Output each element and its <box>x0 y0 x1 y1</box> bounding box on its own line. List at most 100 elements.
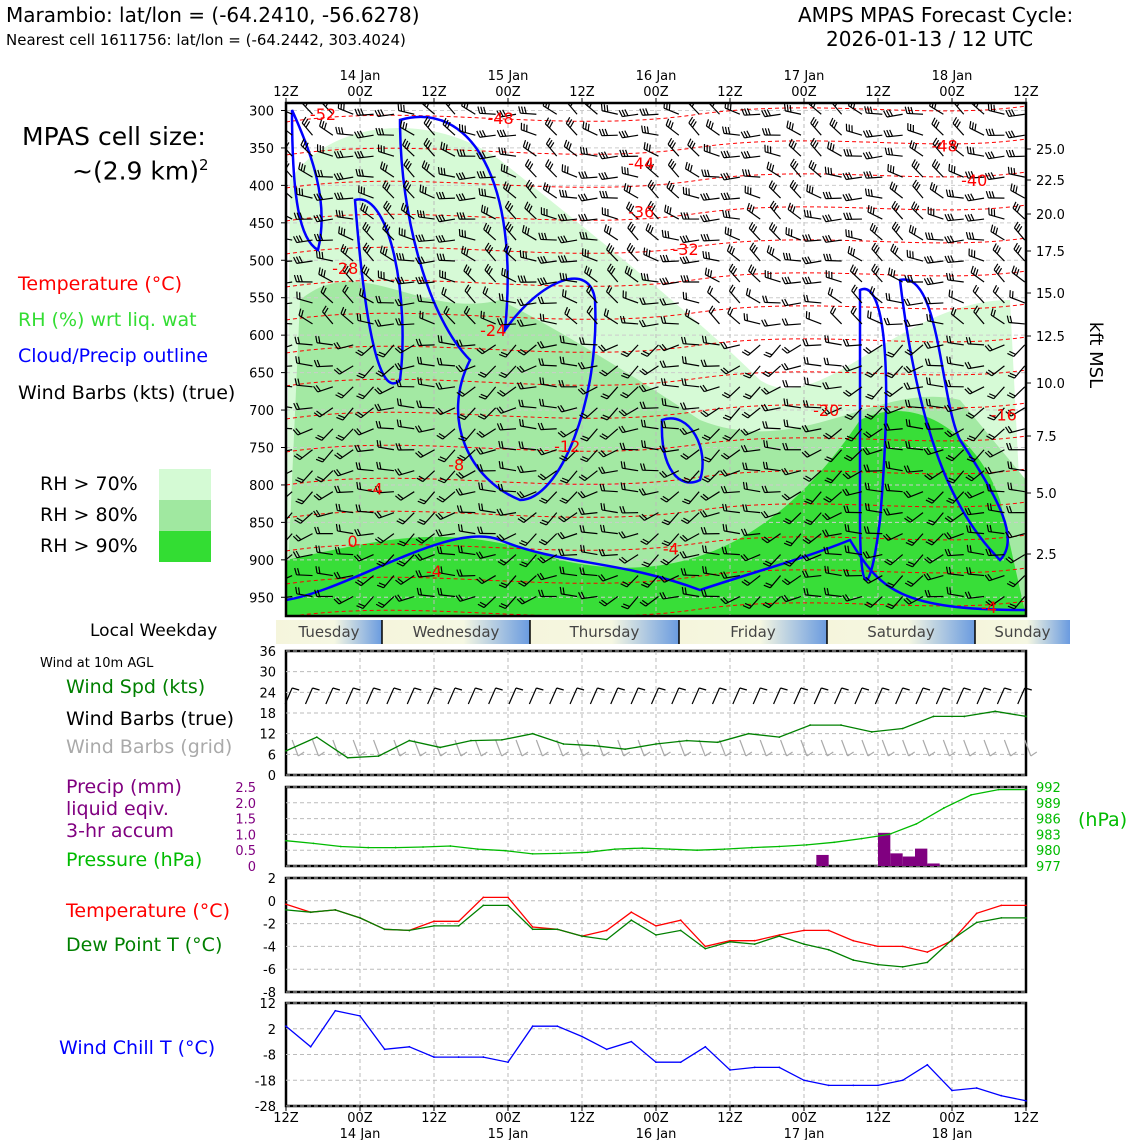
wind-barb <box>766 161 781 178</box>
wind-barb <box>742 386 761 400</box>
wind-barb <box>314 589 333 598</box>
wind-barb-flag <box>344 286 349 294</box>
wind-barb-flag <box>946 430 953 436</box>
wind-barb-flag <box>744 372 752 377</box>
wind-barb-flag <box>943 405 949 412</box>
wind-barb-flag <box>670 122 674 130</box>
wind-barb <box>605 285 619 304</box>
wind-barb-flag <box>740 528 745 536</box>
wind-barb-true <box>691 687 707 705</box>
wind-barb-flag <box>964 388 971 395</box>
wind-barb-flag <box>683 476 691 481</box>
wind-barb <box>455 470 476 479</box>
wind-barb-flag <box>336 571 341 579</box>
wind-barb-flag <box>438 495 446 501</box>
wind-barb-flag <box>647 161 652 169</box>
wind-barb-flag <box>458 172 463 180</box>
wind-barb-true <box>447 687 463 705</box>
cell-size-value-text: ~(2.9 km) <box>72 156 199 186</box>
wind-barb-grid-flag <box>1030 751 1038 757</box>
wind-barb <box>761 533 781 544</box>
wind-barb <box>313 359 333 368</box>
wind-barb <box>822 381 842 390</box>
wind-barb-flag <box>396 520 404 525</box>
wind-barb <box>950 139 965 157</box>
wind-barb-flag <box>844 437 852 442</box>
wind-barb <box>801 276 822 285</box>
wind-barb <box>679 533 700 542</box>
wind-barb-grid <box>942 739 956 757</box>
wind-barb-flag <box>934 185 938 193</box>
wind-barb-flag <box>559 272 562 280</box>
wind-barb-flag <box>764 601 772 607</box>
wind-barb-flag <box>501 461 504 469</box>
wind-barb-flag <box>440 566 443 574</box>
wind-barb-flag <box>984 152 990 159</box>
wind-barb-flag <box>465 248 469 256</box>
wind-barb-flag <box>883 391 891 397</box>
wind-barb-flag <box>752 226 758 233</box>
wind-barb-flag <box>824 166 827 174</box>
wind-barb-flag <box>315 436 323 441</box>
wind-barb-flag <box>793 184 798 191</box>
wind-barb-flag <box>606 309 610 318</box>
wind-barb-flag <box>746 313 749 321</box>
wind-barb-flag <box>521 399 524 407</box>
wind-barb <box>801 256 822 265</box>
wind-barb <box>720 150 740 159</box>
wind-barb-grid <box>515 739 529 757</box>
wind-barb-true <box>834 687 849 705</box>
wind-barb-flag <box>948 335 952 344</box>
wind-barb <box>660 316 679 325</box>
wind-barb-flag <box>505 183 509 191</box>
wind-barb <box>463 264 476 283</box>
wind-barb-flag <box>987 151 992 159</box>
wind-barb <box>903 319 924 327</box>
wind-barb <box>887 164 903 178</box>
wind-barb-flag <box>764 128 769 136</box>
wind-barb-flag <box>518 441 522 449</box>
wind-barb <box>782 442 801 451</box>
wind-barb-flag <box>851 284 856 292</box>
wind-barb-flag <box>416 294 420 302</box>
wind-barb <box>782 252 801 262</box>
temperature-contour <box>286 204 1026 222</box>
wind-barb-flag <box>503 269 506 277</box>
wind-barb-flag <box>425 118 431 126</box>
wind-barb-flag <box>523 275 527 283</box>
wind-barb-flag <box>945 456 953 462</box>
wind-barb-flag <box>974 123 977 131</box>
wind-barb-flag <box>812 163 817 171</box>
wind-barb-flag <box>948 189 952 197</box>
wind-barb <box>559 272 578 283</box>
wind-barb-flag <box>642 463 646 471</box>
wind-barb-flag <box>911 201 916 209</box>
wind-barb-flag <box>905 541 913 546</box>
wind-barb <box>537 255 557 264</box>
wind-barb <box>741 108 761 116</box>
wind-barb <box>315 335 333 346</box>
wind-barb-flag <box>700 495 707 501</box>
wind-barb-flag <box>501 147 504 155</box>
wind-barb-flag <box>567 119 573 126</box>
wind-barb <box>516 298 537 307</box>
wind-barb-flag <box>925 377 929 385</box>
legend-cloud: Cloud/Precip outline <box>18 345 209 367</box>
wind-barb <box>313 192 333 201</box>
wind-barb-flag <box>741 108 745 116</box>
wind-barb-flag <box>437 479 445 484</box>
wind-barb-flag <box>984 345 991 352</box>
wind-barb-flag <box>703 434 711 439</box>
wind-barb-flag <box>479 413 487 418</box>
wind-barb-flag <box>276 344 280 350</box>
wind-barb <box>517 465 537 474</box>
wind-barb <box>559 566 578 577</box>
wind-barb-flag <box>483 206 486 214</box>
wind-barb <box>950 307 965 325</box>
wind-barb-flag <box>968 232 972 240</box>
wind-barb-flag <box>933 119 938 127</box>
wind-barb-flag <box>377 601 385 607</box>
wind-barb <box>580 544 598 556</box>
wind-barb-flag <box>986 483 990 492</box>
wind-barb-flag <box>357 411 364 417</box>
